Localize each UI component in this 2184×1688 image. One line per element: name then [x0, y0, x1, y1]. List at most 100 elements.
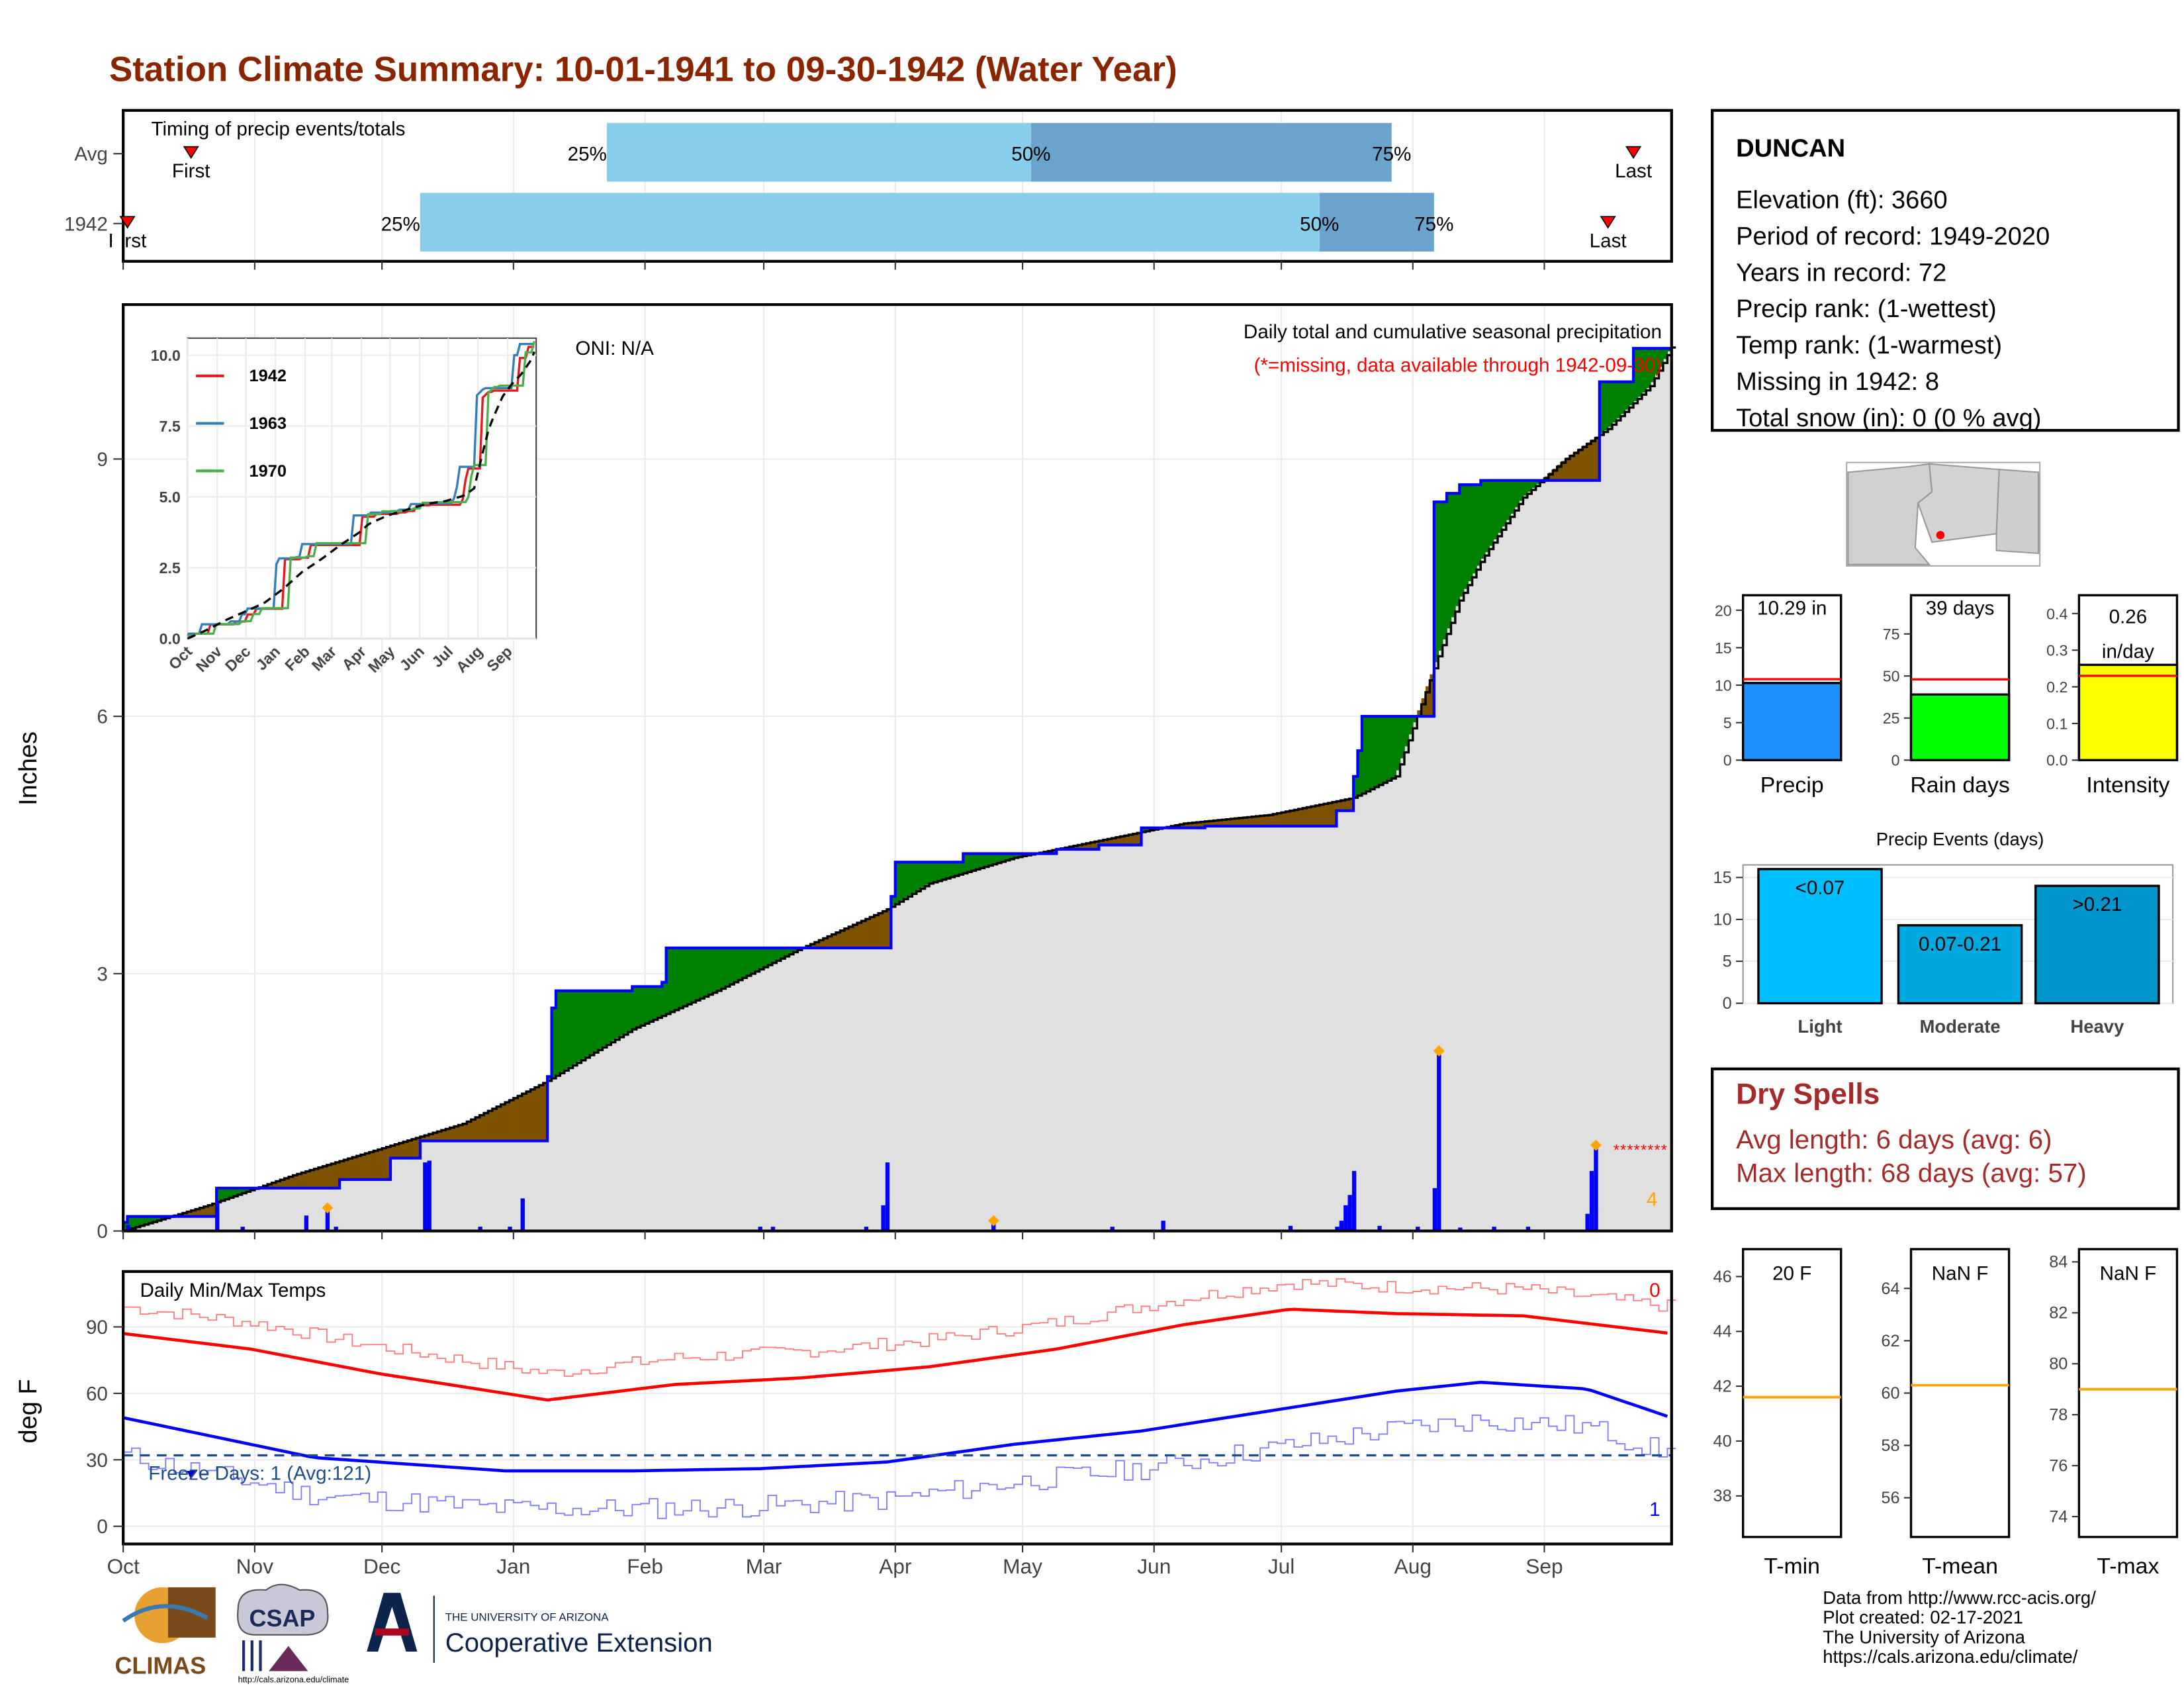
tgauge-tick-label-1-1: 58 [1881, 1436, 1899, 1455]
tgauge-tick-label-2-5: 84 [2049, 1253, 2068, 1272]
dry-segment [1578, 448, 1584, 481]
wet-segment [666, 948, 671, 1013]
timing-p25-0: 25% [568, 144, 607, 165]
daily-precip-bar [478, 1227, 482, 1231]
wet-segment [1408, 716, 1414, 735]
daily-precip-bar [1432, 1188, 1437, 1231]
wet-segment [717, 948, 722, 990]
wet-segment [1005, 853, 1011, 860]
dry-segment [488, 1109, 493, 1141]
wet-segment [780, 948, 786, 958]
dry-segment [416, 1137, 421, 1158]
dry-segment [496, 1105, 502, 1141]
station-location-marker [1936, 531, 1945, 539]
wet-segment [670, 948, 676, 1011]
tgauge-tick-label-2-4: 82 [2049, 1304, 2068, 1323]
missing-day-marker: * [1634, 1141, 1640, 1158]
dry-segment [1226, 819, 1231, 826]
dry-segment [335, 1161, 340, 1188]
inset-ytick-label-3: 7.5 [159, 418, 181, 435]
wet-segment [984, 853, 989, 867]
dry-segment [1103, 839, 1109, 845]
oni-label: ONI: N/A [575, 338, 654, 359]
wet-segment [1620, 381, 1626, 414]
tgauge-tick-label-2-0: 74 [2049, 1508, 2068, 1526]
precip-frame [122, 303, 1673, 1233]
events-bar-Light [1757, 868, 1883, 1005]
month-label-5: Mar [746, 1554, 782, 1578]
wet-segment [1400, 716, 1405, 759]
month-label-9: Jul [1268, 1554, 1295, 1578]
month-label-7: May [1003, 1554, 1042, 1578]
wet-segment [246, 1188, 251, 1192]
wet-segment [127, 1216, 132, 1229]
dry-segment [1340, 800, 1346, 811]
daily-precip-bar [240, 1227, 245, 1231]
wet-segment [1535, 480, 1541, 485]
timing-row-label-1: 1942 [64, 213, 108, 235]
wet-segment [1616, 381, 1621, 418]
dry-segment [1217, 820, 1223, 826]
wet-segment [976, 853, 981, 869]
wet-segment [619, 990, 625, 1036]
wet-segment [1599, 381, 1605, 434]
dry-segment [361, 1154, 366, 1180]
dry-segment [318, 1166, 324, 1188]
dry-spells-max: Max length: 68 days (avg: 57) [1736, 1159, 2087, 1190]
daily-precip-bar [423, 1162, 428, 1231]
dry-segment [1561, 461, 1567, 481]
dry-segment [420, 1136, 426, 1141]
dry-segment [1260, 816, 1265, 826]
wet-segment [555, 990, 561, 1075]
precip-ylabel: Inches [15, 731, 42, 806]
dry-segment [182, 1212, 188, 1217]
gauge-value-label-Intensity: 0.26 [2109, 606, 2148, 628]
wet-segment [657, 986, 663, 1017]
events-tick-label-0: 0 [1723, 994, 1732, 1013]
wet-segment [916, 862, 922, 890]
dry-segment [1294, 809, 1299, 826]
wet-segment [140, 1216, 146, 1225]
timing-p50-0: 50% [1011, 144, 1050, 165]
dry-segment [1310, 806, 1316, 826]
wet-segment [1502, 480, 1507, 527]
daily-precip-bar [1110, 1227, 1115, 1231]
dry-segment [352, 1156, 357, 1180]
dry-segment [1336, 800, 1342, 811]
ua-block-a-icon [367, 1593, 418, 1652]
dry-segment [1421, 698, 1426, 717]
wet-segment [1141, 827, 1146, 832]
wet-segment [220, 1188, 226, 1200]
wet-segment [725, 948, 731, 986]
dry-segment [187, 1211, 192, 1217]
dry-segment [475, 1116, 480, 1141]
wet-segment [958, 862, 964, 874]
dry-segment [340, 1160, 345, 1180]
events-tick-label-2: 10 [1713, 910, 1732, 929]
dry-segment [369, 1151, 375, 1180]
dry-segment [1247, 817, 1253, 826]
dry-segment [874, 914, 879, 949]
temp-frame [122, 1270, 1673, 1546]
precip-chart-title: Daily total and cumulative seasonal prec… [1244, 321, 1662, 343]
gauge-bar-Rain days [1909, 693, 2011, 761]
missing-day-marker: * [1661, 1141, 1667, 1158]
dry-segment [208, 1204, 213, 1217]
station-years: Years in record: 72 [1736, 258, 1947, 287]
gauge-tick-label-1-0: 0 [1891, 752, 1900, 769]
dry-segment [844, 927, 850, 949]
station-temp-rank: Temp rank: (1-warmest) [1736, 331, 2003, 359]
wet-segment [993, 853, 998, 864]
wet-segment [1667, 348, 1672, 352]
daily-precip-bar [1339, 1221, 1344, 1231]
wet-segment [1463, 485, 1469, 589]
timing-row-label-0: Avg [74, 144, 107, 165]
station-name: DUNCAN [1736, 134, 1846, 162]
dry-segment [1319, 804, 1325, 826]
dry-segment [1120, 835, 1125, 845]
wet-segment [963, 853, 968, 873]
dry-segment [840, 929, 845, 949]
dry-segment [191, 1209, 196, 1217]
wet-segment [131, 1216, 137, 1228]
wet-segment [1433, 502, 1439, 663]
